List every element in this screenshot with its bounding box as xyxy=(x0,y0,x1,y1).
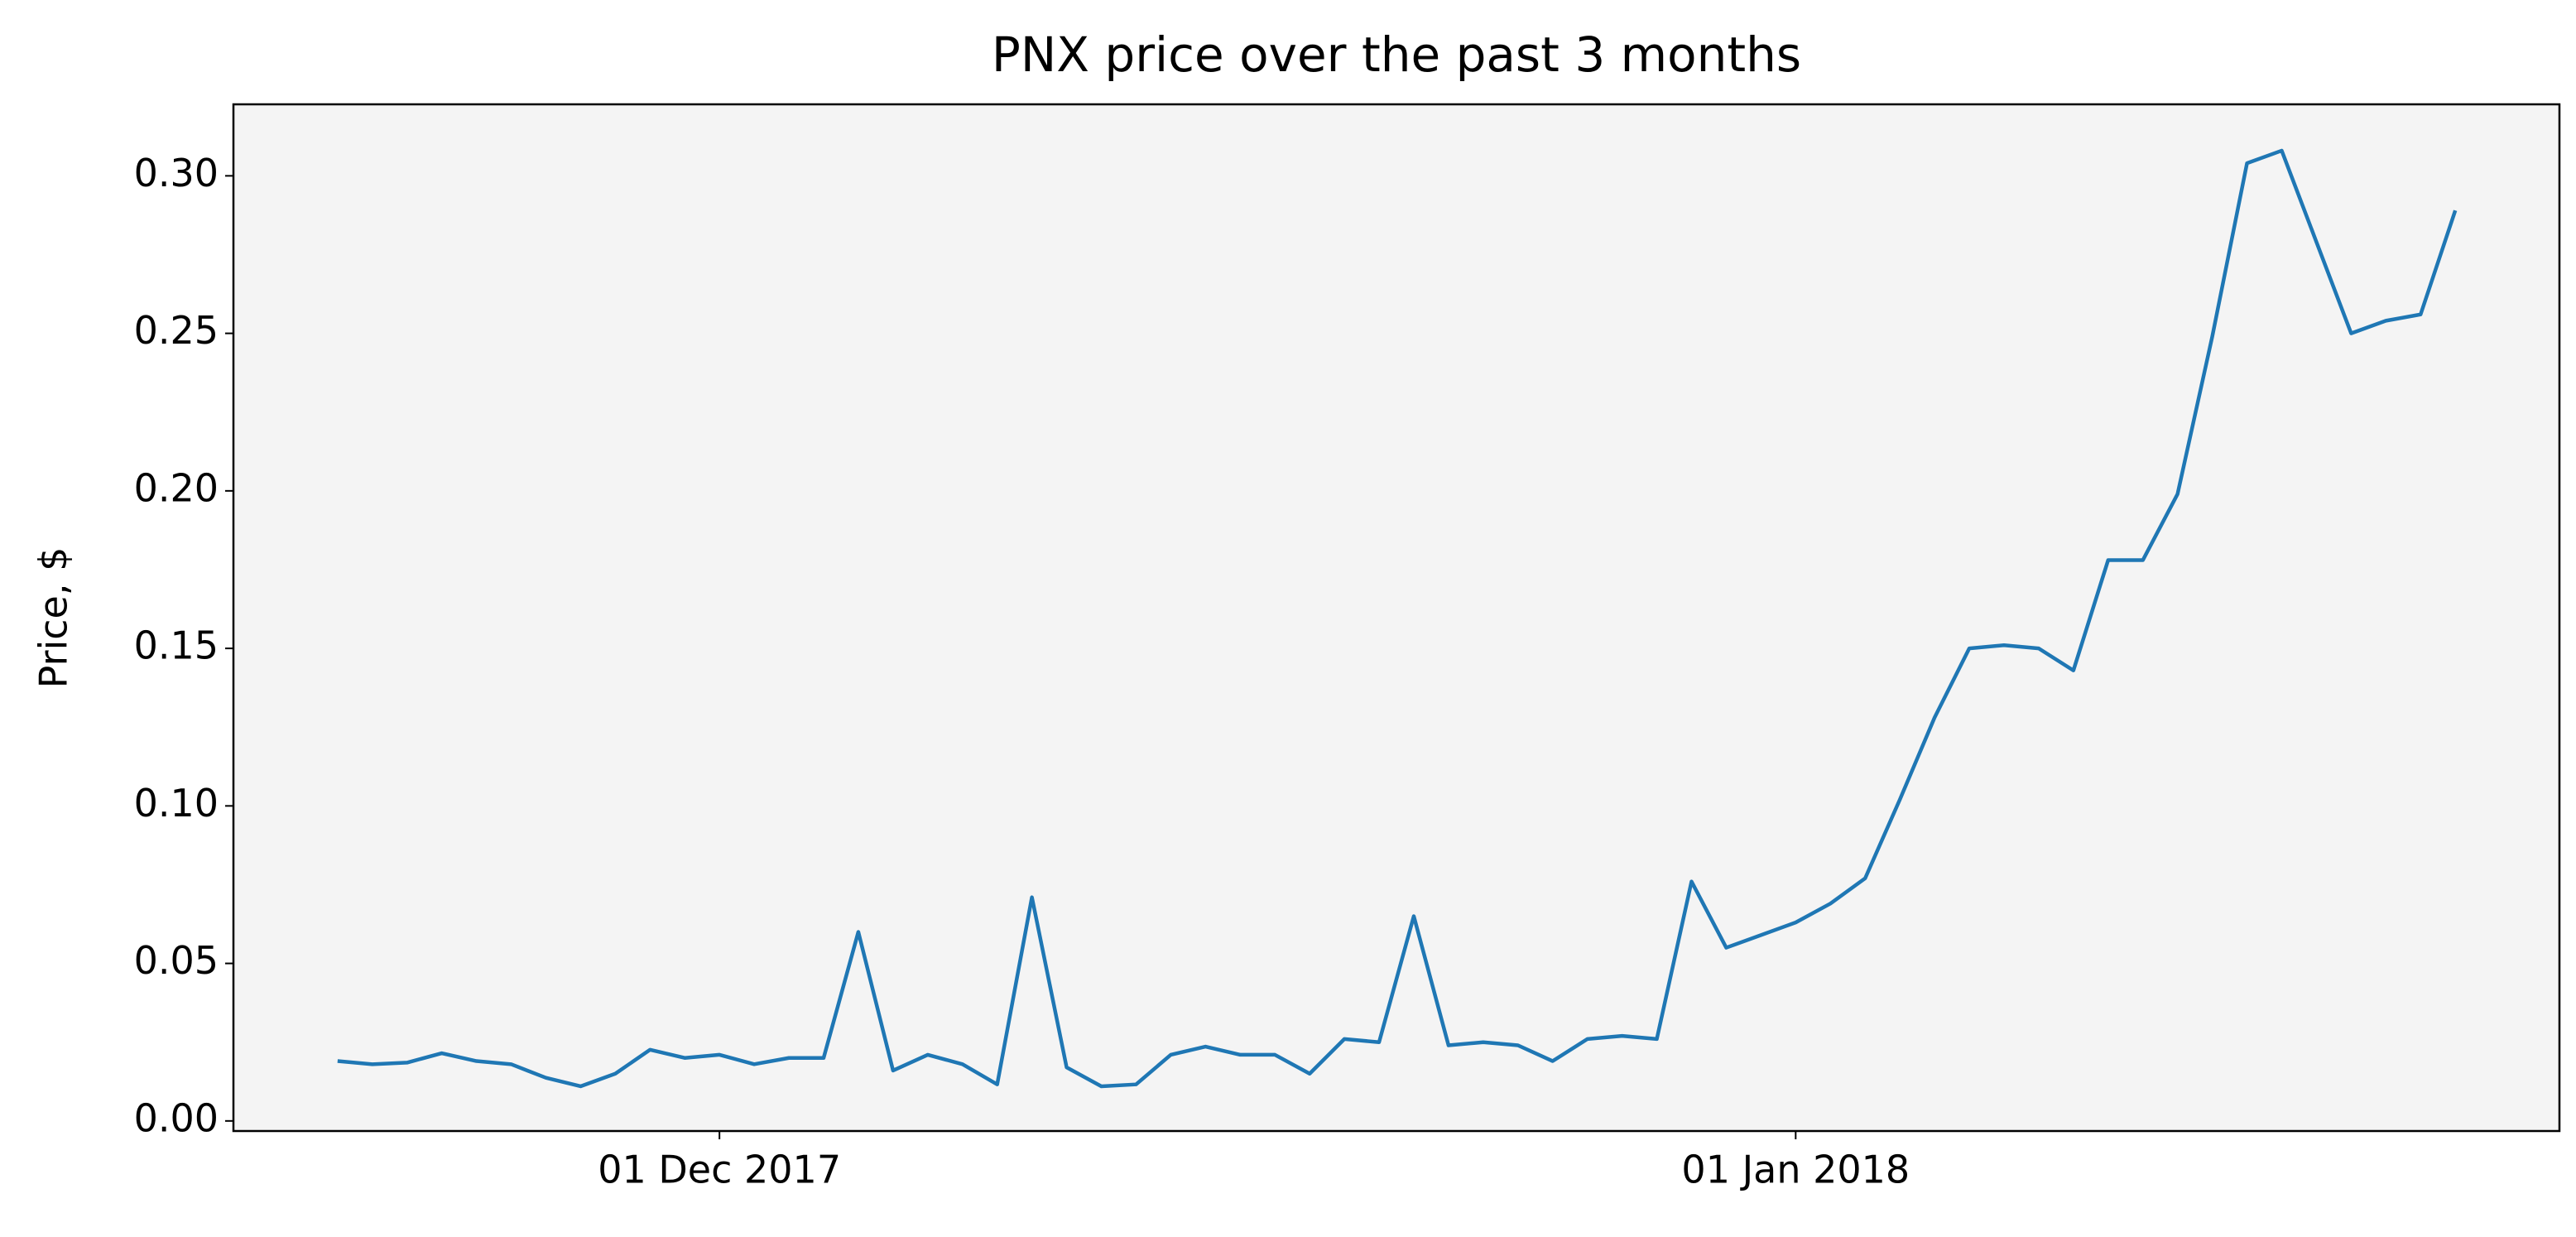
chart-title: PNX price over the past 3 months xyxy=(992,26,1801,83)
plot-frame xyxy=(232,103,2561,1133)
y-tick-label: 0.05 xyxy=(134,938,219,983)
y-tick-label: 0.00 xyxy=(134,1095,219,1140)
plot-background xyxy=(233,104,2559,1131)
y-tick-label: 0.10 xyxy=(134,781,219,825)
y-tick-label: 0.30 xyxy=(134,151,219,195)
x-tick-label: 01 Dec 2017 xyxy=(598,1148,841,1192)
price-line xyxy=(337,148,2458,1089)
y-tick-label: 0.20 xyxy=(134,465,219,510)
y-axis-label: Price, $ xyxy=(31,547,76,689)
x-tick-label: 01 Jan 2018 xyxy=(1681,1148,1910,1192)
y-tick-label: 0.15 xyxy=(134,623,219,668)
y-tick-label: 0.25 xyxy=(134,308,219,353)
